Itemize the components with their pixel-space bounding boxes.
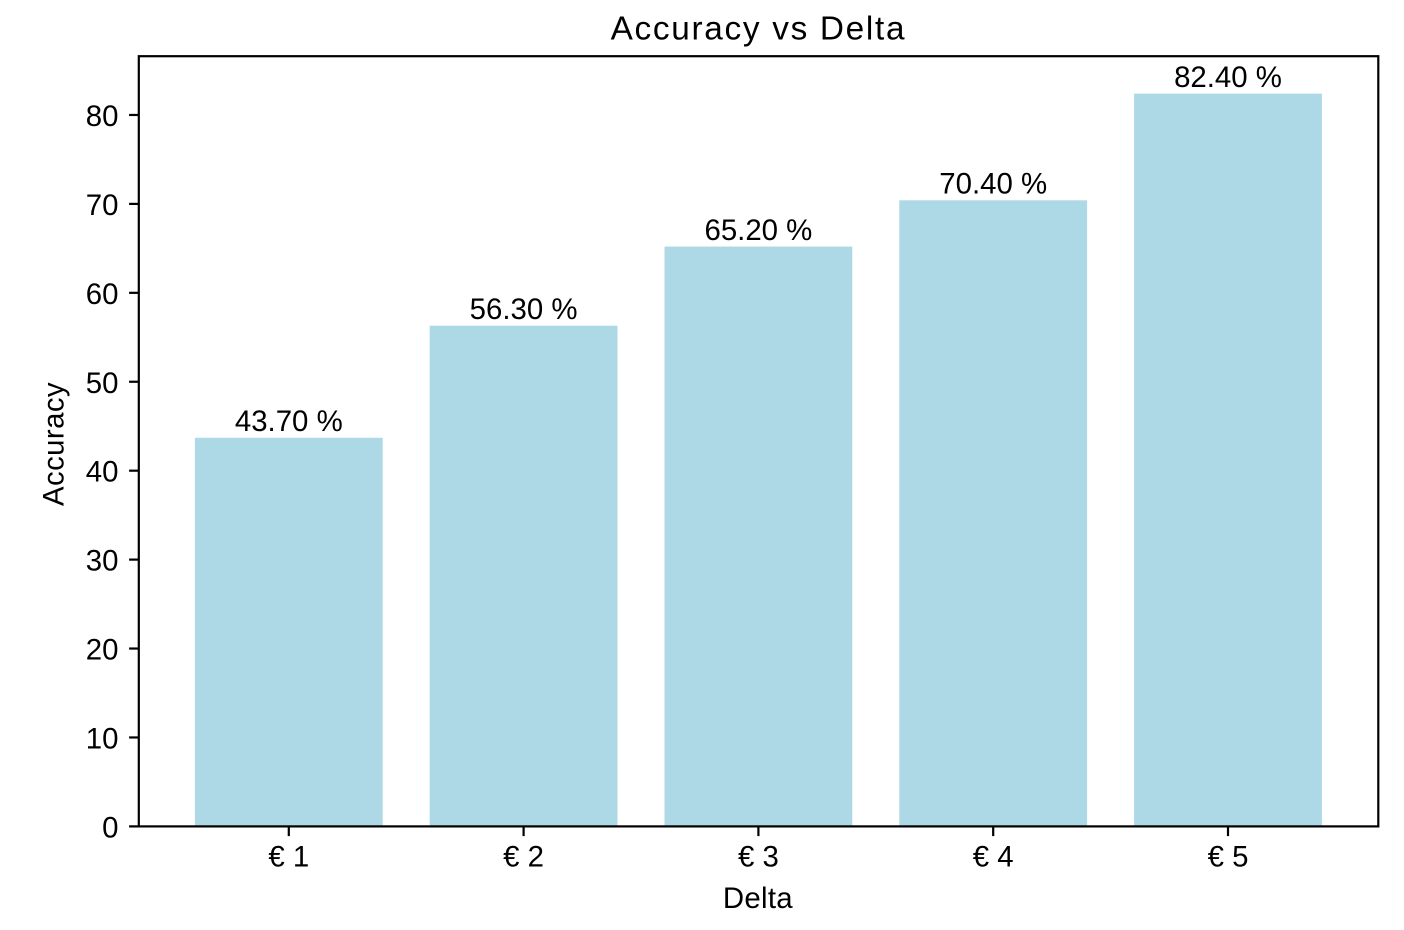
- svg-text:Accuracy: Accuracy: [38, 382, 71, 506]
- svg-text:60: 60: [86, 278, 119, 311]
- svg-text:80: 80: [86, 100, 119, 133]
- svg-text:€ 3: € 3: [738, 841, 779, 874]
- svg-text:50: 50: [86, 367, 119, 400]
- svg-text:40: 40: [86, 456, 119, 489]
- svg-text:56.30 %: 56.30 %: [470, 293, 578, 326]
- svg-text:70.40 %: 70.40 %: [939, 168, 1047, 201]
- svg-text:€ 2: € 2: [503, 841, 544, 874]
- svg-text:30: 30: [86, 545, 119, 578]
- svg-text:€ 1: € 1: [268, 841, 309, 874]
- svg-text:Accuracy vs Delta: Accuracy vs Delta: [611, 10, 907, 47]
- svg-text:65.20 %: 65.20 %: [704, 214, 812, 247]
- svg-text:20: 20: [86, 634, 119, 667]
- svg-text:10: 10: [86, 723, 119, 756]
- svg-text:Delta: Delta: [723, 882, 793, 915]
- svg-text:0: 0: [102, 811, 118, 844]
- svg-text:82.40 %: 82.40 %: [1174, 61, 1282, 94]
- svg-text:€ 4: € 4: [973, 841, 1014, 874]
- svg-text:€ 5: € 5: [1208, 841, 1249, 874]
- svg-text:70: 70: [86, 189, 119, 222]
- svg-text:43.70 %: 43.70 %: [235, 405, 343, 438]
